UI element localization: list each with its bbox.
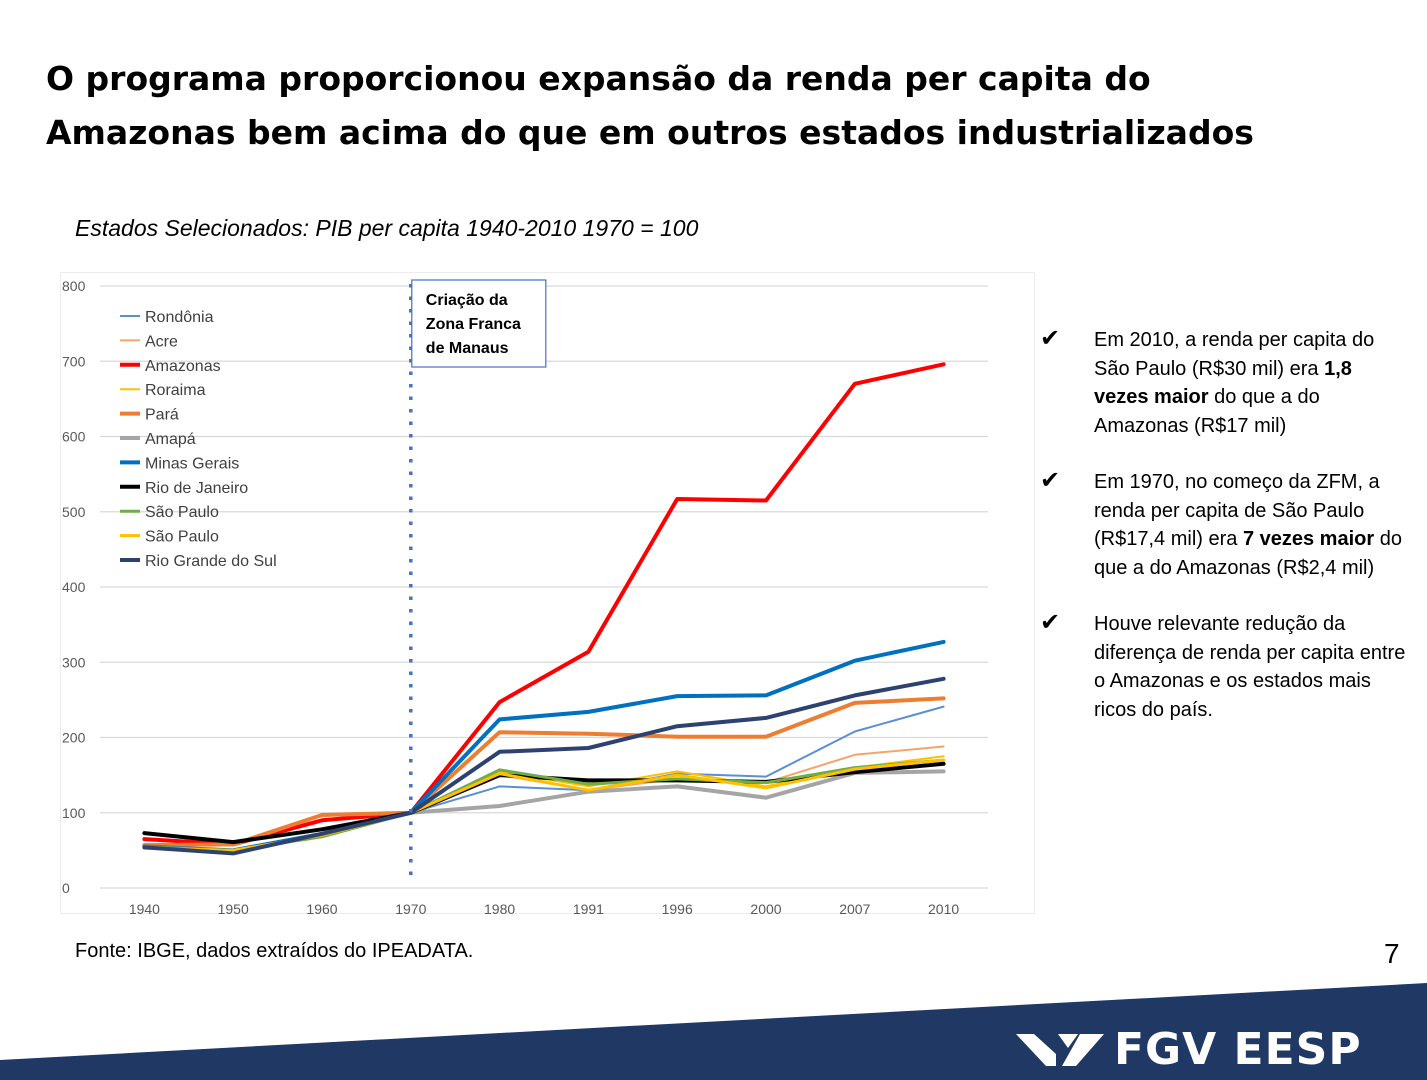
x-tick-label: 1991 (573, 901, 604, 917)
legend-label: Rio de Janeiro (145, 480, 248, 497)
annotation-line: Zona Franca (426, 316, 521, 333)
legend-label: Rio Grande do Sul (145, 553, 277, 570)
fgv-logo-icon (1016, 1034, 1104, 1066)
annotation-line: de Manaus (426, 340, 509, 357)
y-tick-label: 300 (62, 654, 86, 670)
page-number: 7 (1384, 938, 1400, 969)
chart-title: Estados Selecionados: PIB per capita 194… (75, 215, 699, 241)
note-emphasis: 1,8 vezes maior (1094, 357, 1352, 409)
y-tick-label: 0 (62, 880, 70, 896)
note-text: do que a do Amazonas (R$17 mil) (1094, 386, 1320, 437)
title-line-2: Amazonas bem acima do que em outros esta… (46, 113, 1254, 152)
series-line-para (142, 696, 946, 848)
x-tick-label: 1996 (662, 901, 693, 917)
checkmark-icon: ✔ (1040, 325, 1061, 352)
series-line-rio-grande-do-sul (142, 676, 946, 856)
legend-label: Acre (145, 333, 178, 350)
x-tick-label: 1960 (306, 901, 337, 917)
x-tick-label: 2007 (839, 901, 870, 917)
legend-label: São Paulo (145, 529, 219, 546)
x-axis-ticks: 1940 1950 1960 1970 1980 1991 1996 2000 2007 2010 (129, 901, 960, 917)
note-text: do que a do Amazonas (R$2,4 mil) (1094, 528, 1402, 579)
y-axis-ticks: 0 100 200 300 400 500 600 700 800 (62, 278, 86, 896)
legend-label: Rondônia (145, 309, 214, 326)
legend-label: Roraima (145, 382, 206, 399)
x-tick-label: 2010 (928, 901, 959, 917)
legend-label: Pará (145, 407, 179, 424)
chart-series (142, 362, 946, 856)
y-tick-label: 800 (62, 278, 86, 294)
chart-legend: Rondônia Acre Amazonas Roraima Pará Amapá Mina… (120, 309, 277, 570)
annotation-box (411, 279, 547, 368)
slide-title: O programa proporcionou expansão da rend… (46, 52, 1346, 160)
y-tick-label: 500 (62, 504, 86, 520)
legend-label: Minas Gerais (145, 455, 239, 472)
note-item: ✔ Em 1970, no começo da ZFM, a renda per … (1040, 467, 1410, 582)
fgv-logo: FGV EESP (1016, 1026, 1362, 1074)
note-emphasis: 7 vezes maior (1242, 528, 1375, 550)
y-tick-label: 200 (62, 730, 86, 746)
source-note: Fonte: IBGE, dados extraídos do IPEADATA… (75, 940, 474, 962)
checkmark-icon: ✔ (1040, 609, 1061, 636)
legend-label: São Paulo (145, 504, 219, 521)
y-tick-label: 400 (62, 579, 86, 595)
x-tick-label: 1980 (484, 901, 515, 917)
x-tick-label: 1970 (395, 901, 426, 917)
logo-text: FGV EESP (1114, 1024, 1362, 1075)
note-item: ✔ Em 2010, a renda per capita do São Paul… (1040, 325, 1410, 440)
title-line-1: O programa proporcionou expansão da rend… (46, 59, 1151, 98)
y-tick-label: 600 (62, 429, 86, 445)
x-tick-label: 2000 (750, 901, 781, 917)
y-tick-label: 700 (62, 353, 86, 369)
note-text: Em 1970, no começo da ZFM, a renda per c… (1094, 471, 1380, 550)
notes-list: ✔ Em 2010, a renda per capita do São Paul… (1040, 325, 1410, 752)
series-line-amazonas (142, 362, 946, 847)
zfm-annotation: Criação da Zona Franca de Manaus (409, 279, 547, 880)
x-tick-label: 1950 (218, 901, 249, 917)
x-tick-label: 1940 (129, 901, 160, 917)
legend-label: Amazonas (145, 358, 221, 375)
y-tick-label: 100 (62, 805, 86, 821)
note-item: ✔ Houve relevante redução da diferença de… (1040, 609, 1410, 724)
checkmark-icon: ✔ (1040, 467, 1061, 494)
legend-label: Amapá (145, 431, 196, 448)
series-line-rondonia (409, 705, 945, 814)
note-text: Em 2010, a renda per capita do São Paulo… (1094, 329, 1375, 380)
annotation-line: Criação da (426, 292, 508, 309)
note-text: Houve relevante redução da diferença de … (1094, 613, 1406, 721)
